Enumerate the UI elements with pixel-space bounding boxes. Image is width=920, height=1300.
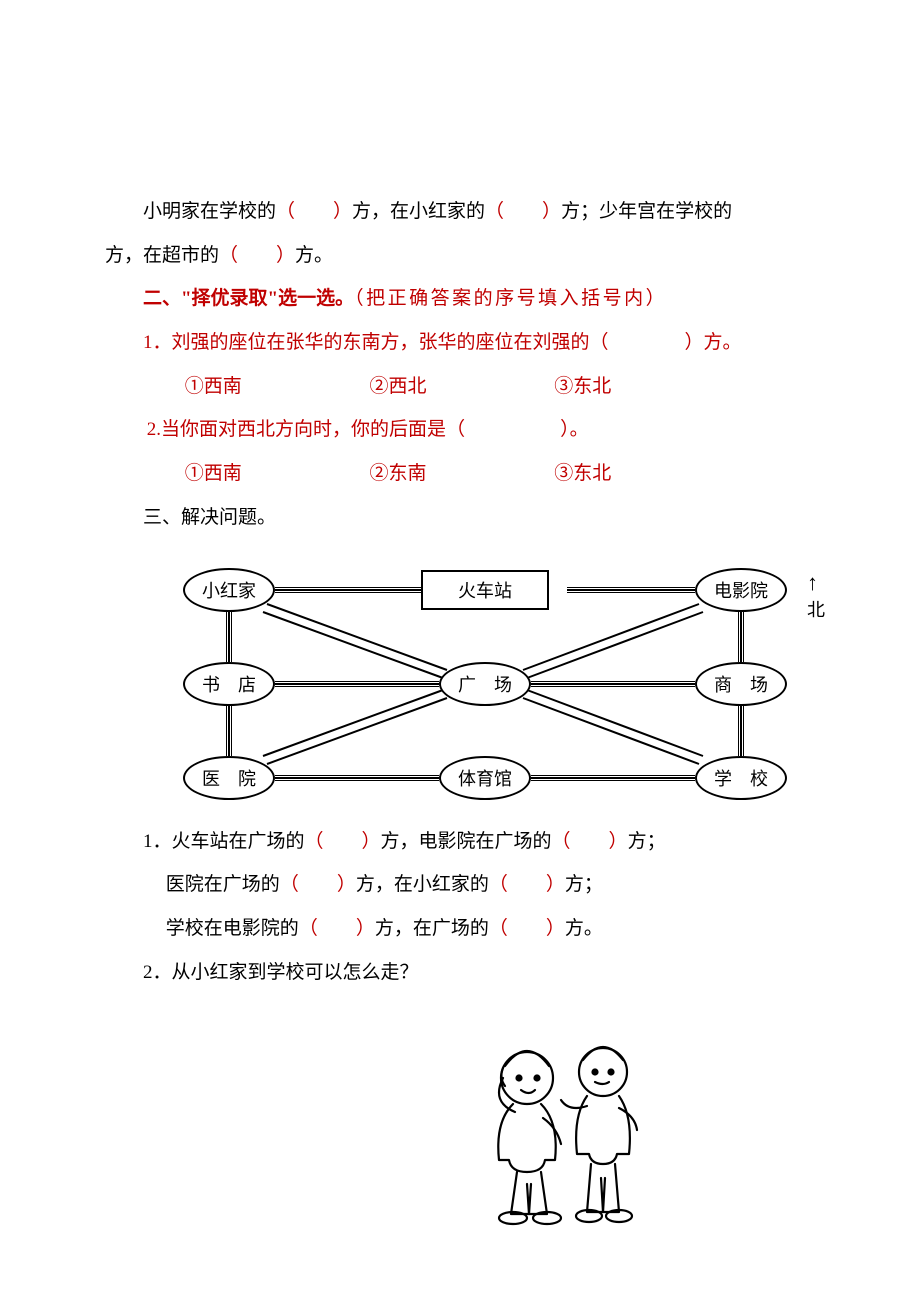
q2-choices: ①西南 ②东南 ③东北 [105, 452, 820, 496]
q1-choice-3[interactable]: ③东北 [554, 365, 734, 409]
q1-choice-1[interactable]: ①西南 [185, 365, 365, 409]
node-label: 火车站 [458, 577, 512, 603]
node-bookstore: 书 店 [183, 662, 275, 706]
blank[interactable]: （ ） [485, 201, 561, 222]
q3-1-l2a: 医院在广场的 [166, 874, 280, 895]
q2-blank[interactable]: （ ） [446, 419, 570, 440]
node-square: 广 场 [439, 662, 531, 706]
node-label: 小红家 [202, 577, 256, 603]
q2-text-a: 2.当你面对西北方向时，你的后面是 [147, 419, 446, 440]
node-school: 学 校 [695, 756, 787, 800]
blank[interactable]: （ ） [299, 918, 375, 939]
section-2-title-note: （把正确答案的序号填入括号内） [354, 288, 667, 309]
q3-1-line2: 医院在广场的（ ）方，在小红家的（ ）方； [105, 863, 820, 907]
q1-text-a: 1．刘强的座位在张华的东南方，张华的座位在刘强的 [143, 332, 590, 353]
node-mall: 商 场 [695, 662, 787, 706]
q2-text-b: 。 [570, 419, 589, 440]
intro-line-1: 小明家在学校的（ ）方，在小红家的（ ）方；少年宫在学校的 [105, 190, 820, 234]
blank[interactable]: （ ） [305, 831, 381, 852]
node-label: 体育馆 [458, 765, 512, 791]
q1-stem: 1．刘强的座位在张华的东南方，张华的座位在刘强的（ ）方。 [105, 321, 820, 365]
section-3-title: 三、解决问题。 [105, 496, 820, 540]
node-label: 电影院 [714, 577, 768, 603]
q2-choice-3[interactable]: ③东北 [554, 452, 734, 496]
q3-1-l1a: 1．火车站在广场的 [143, 831, 305, 852]
section-2-title: 二、"择优录取"选一选。（把正确答案的序号填入括号内） [105, 277, 820, 321]
blank[interactable]: （ ） [276, 201, 352, 222]
north-indicator: ↑北 [807, 570, 835, 622]
intro-text-2a: 方，在超市的 [105, 245, 219, 266]
node-xiaohong-home: 小红家 [183, 568, 275, 612]
blank[interactable]: （ ） [489, 874, 565, 895]
q3-1-line1: 1．火车站在广场的（ ）方，电影院在广场的（ ）方； [105, 820, 820, 864]
q3-1-l2b: 方，在小红家的 [356, 874, 489, 895]
blank[interactable]: （ ） [552, 831, 628, 852]
node-label: 商 场 [714, 671, 768, 697]
node-cinema: 电影院 [695, 568, 787, 612]
q3-1-l3c: 方。 [565, 918, 603, 939]
q3-1-l1c: 方； [628, 831, 666, 852]
blank[interactable]: （ ） [280, 874, 356, 895]
q1-blank[interactable]: （ ） [590, 332, 704, 353]
q1-text-b: 方。 [704, 332, 742, 353]
node-label: 医 院 [202, 765, 256, 791]
intro-text-1a: 小明家在学校的 [143, 201, 276, 222]
intro-text-1b: 方，在小红家的 [352, 201, 485, 222]
q2-choice-1[interactable]: ①西南 [185, 452, 365, 496]
q3-1-line3: 学校在电影院的（ ）方，在广场的（ ）方。 [105, 907, 820, 951]
q3-1-l2c: 方； [565, 874, 603, 895]
q2-stem: 2.当你面对西北方向时，你的后面是（ ）。 [105, 408, 820, 452]
q2-choice-2[interactable]: ②东南 [370, 452, 550, 496]
page: 小明家在学校的（ ）方，在小红家的（ ）方；少年宫在学校的 方，在超市的（ ）方… [0, 0, 920, 1300]
kids-illustration-icon [465, 1030, 665, 1240]
node-label: 书 店 [202, 671, 256, 697]
q1-choices: ①西南 ②西北 ③东北 [105, 365, 820, 409]
blank[interactable]: （ ） [219, 245, 295, 266]
node-label: 学 校 [714, 765, 768, 791]
q3-1-l3a: 学校在电影院的 [166, 918, 299, 939]
node-label: 广 场 [458, 671, 512, 697]
q1-choice-2[interactable]: ②西北 [370, 365, 550, 409]
location-diagram: ↑北 小红家 火车站 电影院 书 店 广 场 [175, 560, 835, 810]
arrow-up-icon: ↑ [807, 570, 818, 596]
q3-1-l1b: 方，电影院在广场的 [381, 831, 552, 852]
node-gym: 体育馆 [439, 756, 531, 800]
node-hospital: 医 院 [183, 756, 275, 800]
intro-text-1c: 方；少年宫在学校的 [561, 201, 732, 222]
intro-line-2: 方，在超市的（ ）方。 [105, 234, 820, 278]
section-2-title-bold: 二、"择优录取"选一选。 [143, 288, 354, 309]
q3-2: 2．从小红家到学校可以怎么走？ [105, 951, 820, 995]
intro-text-2b: 方。 [295, 245, 333, 266]
node-train-station: 火车站 [421, 570, 549, 610]
blank[interactable]: （ ） [489, 918, 565, 939]
q3-1-l3b: 方，在广场的 [375, 918, 489, 939]
north-label: 北 [807, 600, 825, 620]
